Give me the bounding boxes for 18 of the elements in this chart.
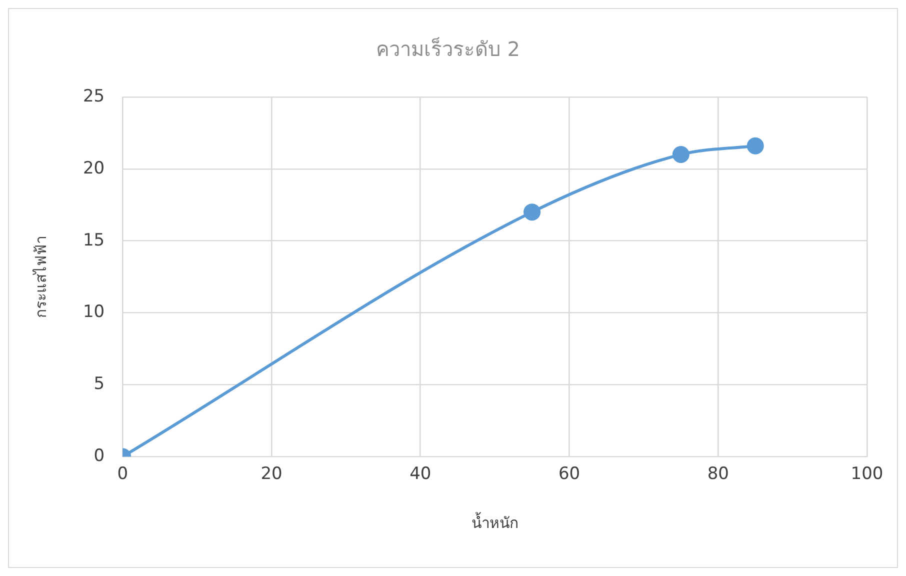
x-tick-label: 20 bbox=[260, 464, 282, 484]
x-axis-title: น้ำหนัก bbox=[471, 512, 518, 532]
y-tick-label: 0 bbox=[94, 446, 105, 466]
x-tick-label: 60 bbox=[558, 464, 580, 484]
y-tick-label: 5 bbox=[94, 374, 105, 394]
y-axis-title: กระแสไฟฟ้า bbox=[32, 236, 50, 318]
point bbox=[746, 137, 764, 154]
y-tick-label: 25 bbox=[82, 86, 105, 106]
chart-title: ความเร็วระดับ 2 bbox=[376, 36, 520, 62]
y-tick-label: 15 bbox=[82, 230, 105, 250]
point bbox=[672, 146, 690, 164]
x-tick-label: 0 bbox=[117, 464, 128, 484]
x-tick-label: 100 bbox=[850, 464, 884, 484]
y-tick-label: 10 bbox=[82, 302, 105, 322]
x-tick-label: 40 bbox=[410, 464, 432, 484]
x-tick-label: 80 bbox=[707, 464, 729, 484]
y-tick-label: 20 bbox=[82, 158, 105, 178]
point bbox=[524, 204, 541, 221]
